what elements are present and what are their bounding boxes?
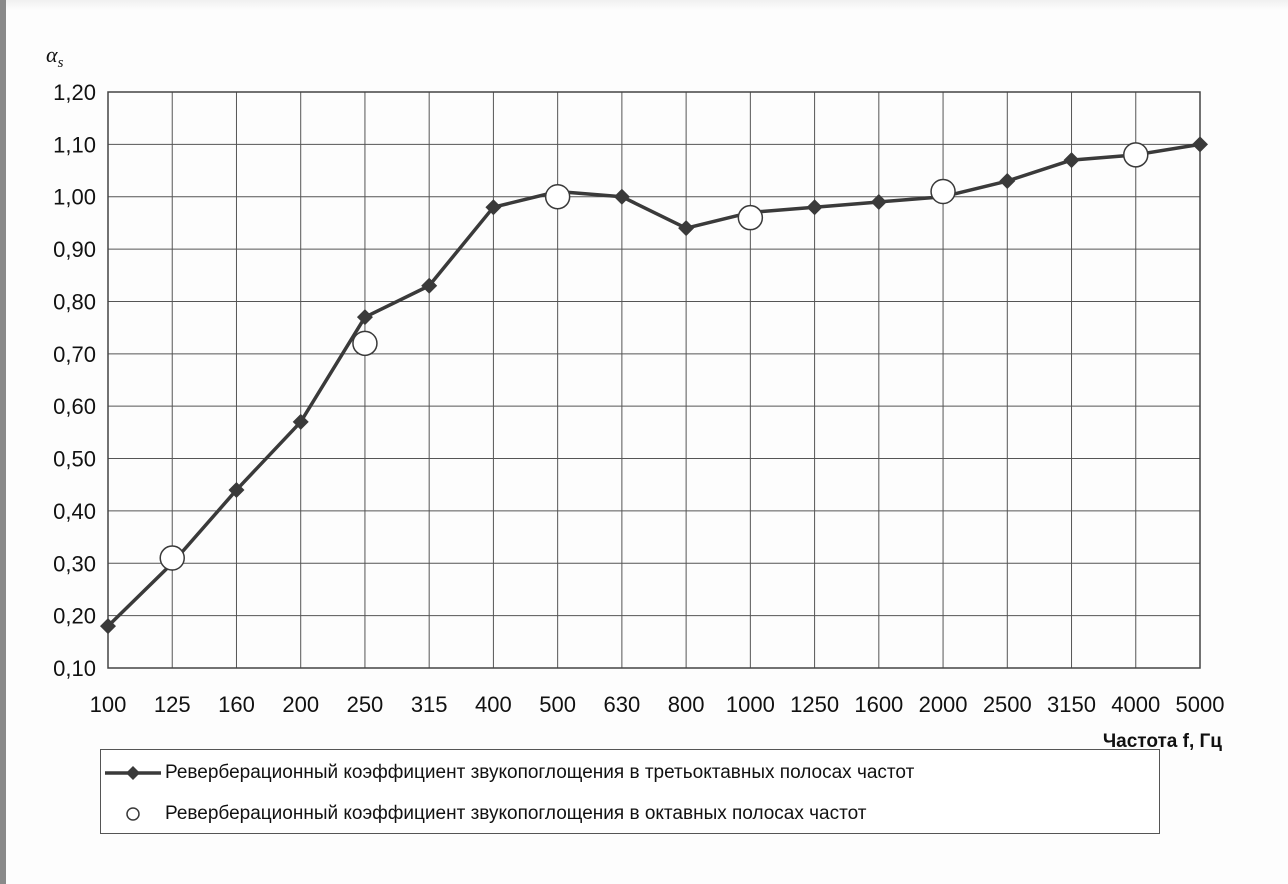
point-marker-circle <box>737 204 764 231</box>
legend-swatch-line-diamond <box>101 763 165 783</box>
x-tick-label: 200 <box>282 692 319 717</box>
y-tick-label: 0,80 <box>53 289 96 314</box>
x-tick-label: 400 <box>475 692 512 717</box>
x-tick-label: 1250 <box>790 692 839 717</box>
point-marker-circle <box>1123 142 1149 168</box>
vertical-gridlines <box>171 92 1137 668</box>
x-tick-label: 1600 <box>854 692 903 717</box>
point-marker-diamond <box>678 220 695 237</box>
y-tick-label: 0,70 <box>53 342 96 367</box>
y-tick-label: 0,20 <box>53 604 96 629</box>
point-marker-diamond <box>100 618 116 635</box>
scan-edge <box>0 0 1288 10</box>
y-tick-label: 1,20 <box>53 80 96 105</box>
point-marker-diamond <box>421 277 438 294</box>
y-tick-label: 0,90 <box>53 237 96 262</box>
octave-marker-layer <box>159 142 1149 571</box>
point-marker-diamond <box>613 188 630 205</box>
legend-swatch-open-circle <box>101 804 165 824</box>
scan-edge-left <box>0 0 6 884</box>
point-marker-diamond <box>870 193 887 210</box>
y-tick-label: 0,10 <box>53 656 96 681</box>
point-marker-circle <box>159 545 185 571</box>
point-marker-circle <box>352 330 378 357</box>
legend: Реверберационный коэффициент звукопоглощ… <box>100 749 1160 834</box>
x-tick-label: 1000 <box>726 692 775 717</box>
point-marker-diamond <box>999 173 1016 190</box>
legend-entry-third-octave: Реверберационный коэффициент звукопоглощ… <box>101 753 914 793</box>
y-tick-label: 1,00 <box>53 185 96 210</box>
legend-label: Реверберационный коэффициент звукопоглощ… <box>165 803 867 824</box>
x-tick-label: 100 <box>90 692 127 717</box>
x-axis-label: Частота f, Гц <box>1103 731 1222 752</box>
point-marker-diamond <box>1192 136 1208 153</box>
x-tick-label: 250 <box>347 692 384 717</box>
x-tick-label: 800 <box>668 692 705 717</box>
point-marker-circle <box>930 178 956 205</box>
horizontal-gridlines <box>108 143 1200 617</box>
y-tick-label: 0,30 <box>53 551 96 576</box>
x-tick-label: 4000 <box>1111 692 1160 717</box>
series-line-layer <box>106 142 1201 628</box>
y-tick-label: 1,10 <box>53 132 96 157</box>
point-marker-diamond <box>1063 152 1080 169</box>
x-tick-labels: 100 125 160 200 250 315 400 500 630 800 1000 1250 16… <box>90 692 1225 717</box>
x-tick-label: 2500 <box>983 692 1032 717</box>
plot-frame <box>107 91 1201 669</box>
point-marker-circle <box>544 183 571 210</box>
point-marker-diamond <box>485 199 502 216</box>
y-tick-labels: 0,10 0,20 0,30 0,40 0,50 0,60 0,70 0,80 0,90 1,00… <box>53 80 96 681</box>
x-tick-label: 3150 <box>1047 692 1096 717</box>
x-tick-label: 630 <box>604 692 641 717</box>
x-tick-label: 5000 <box>1176 692 1225 717</box>
x-tick-label: 125 <box>154 692 191 717</box>
legend-entry-octave: Реверберационный коэффициент звукопоглощ… <box>101 794 866 834</box>
point-marker-diamond <box>292 413 309 430</box>
x-tick-label: 160 <box>218 692 255 717</box>
series-line-third-octave <box>106 142 1201 628</box>
point-marker-diamond <box>356 309 373 326</box>
x-tick-label: 500 <box>539 692 576 717</box>
y-tick-label: 0,40 <box>53 499 96 524</box>
y-axis-label: αs <box>46 42 64 71</box>
x-tick-label: 315 <box>411 692 448 717</box>
y-tick-label: 0,60 <box>53 394 96 419</box>
x-tick-label: 2000 <box>919 692 968 717</box>
point-marker-diamond <box>806 199 823 216</box>
point-marker-diamond <box>228 481 245 498</box>
legend-label: Реверберационный коэффициент звукопоглощ… <box>165 762 915 783</box>
y-tick-label: 0,50 <box>53 447 96 472</box>
